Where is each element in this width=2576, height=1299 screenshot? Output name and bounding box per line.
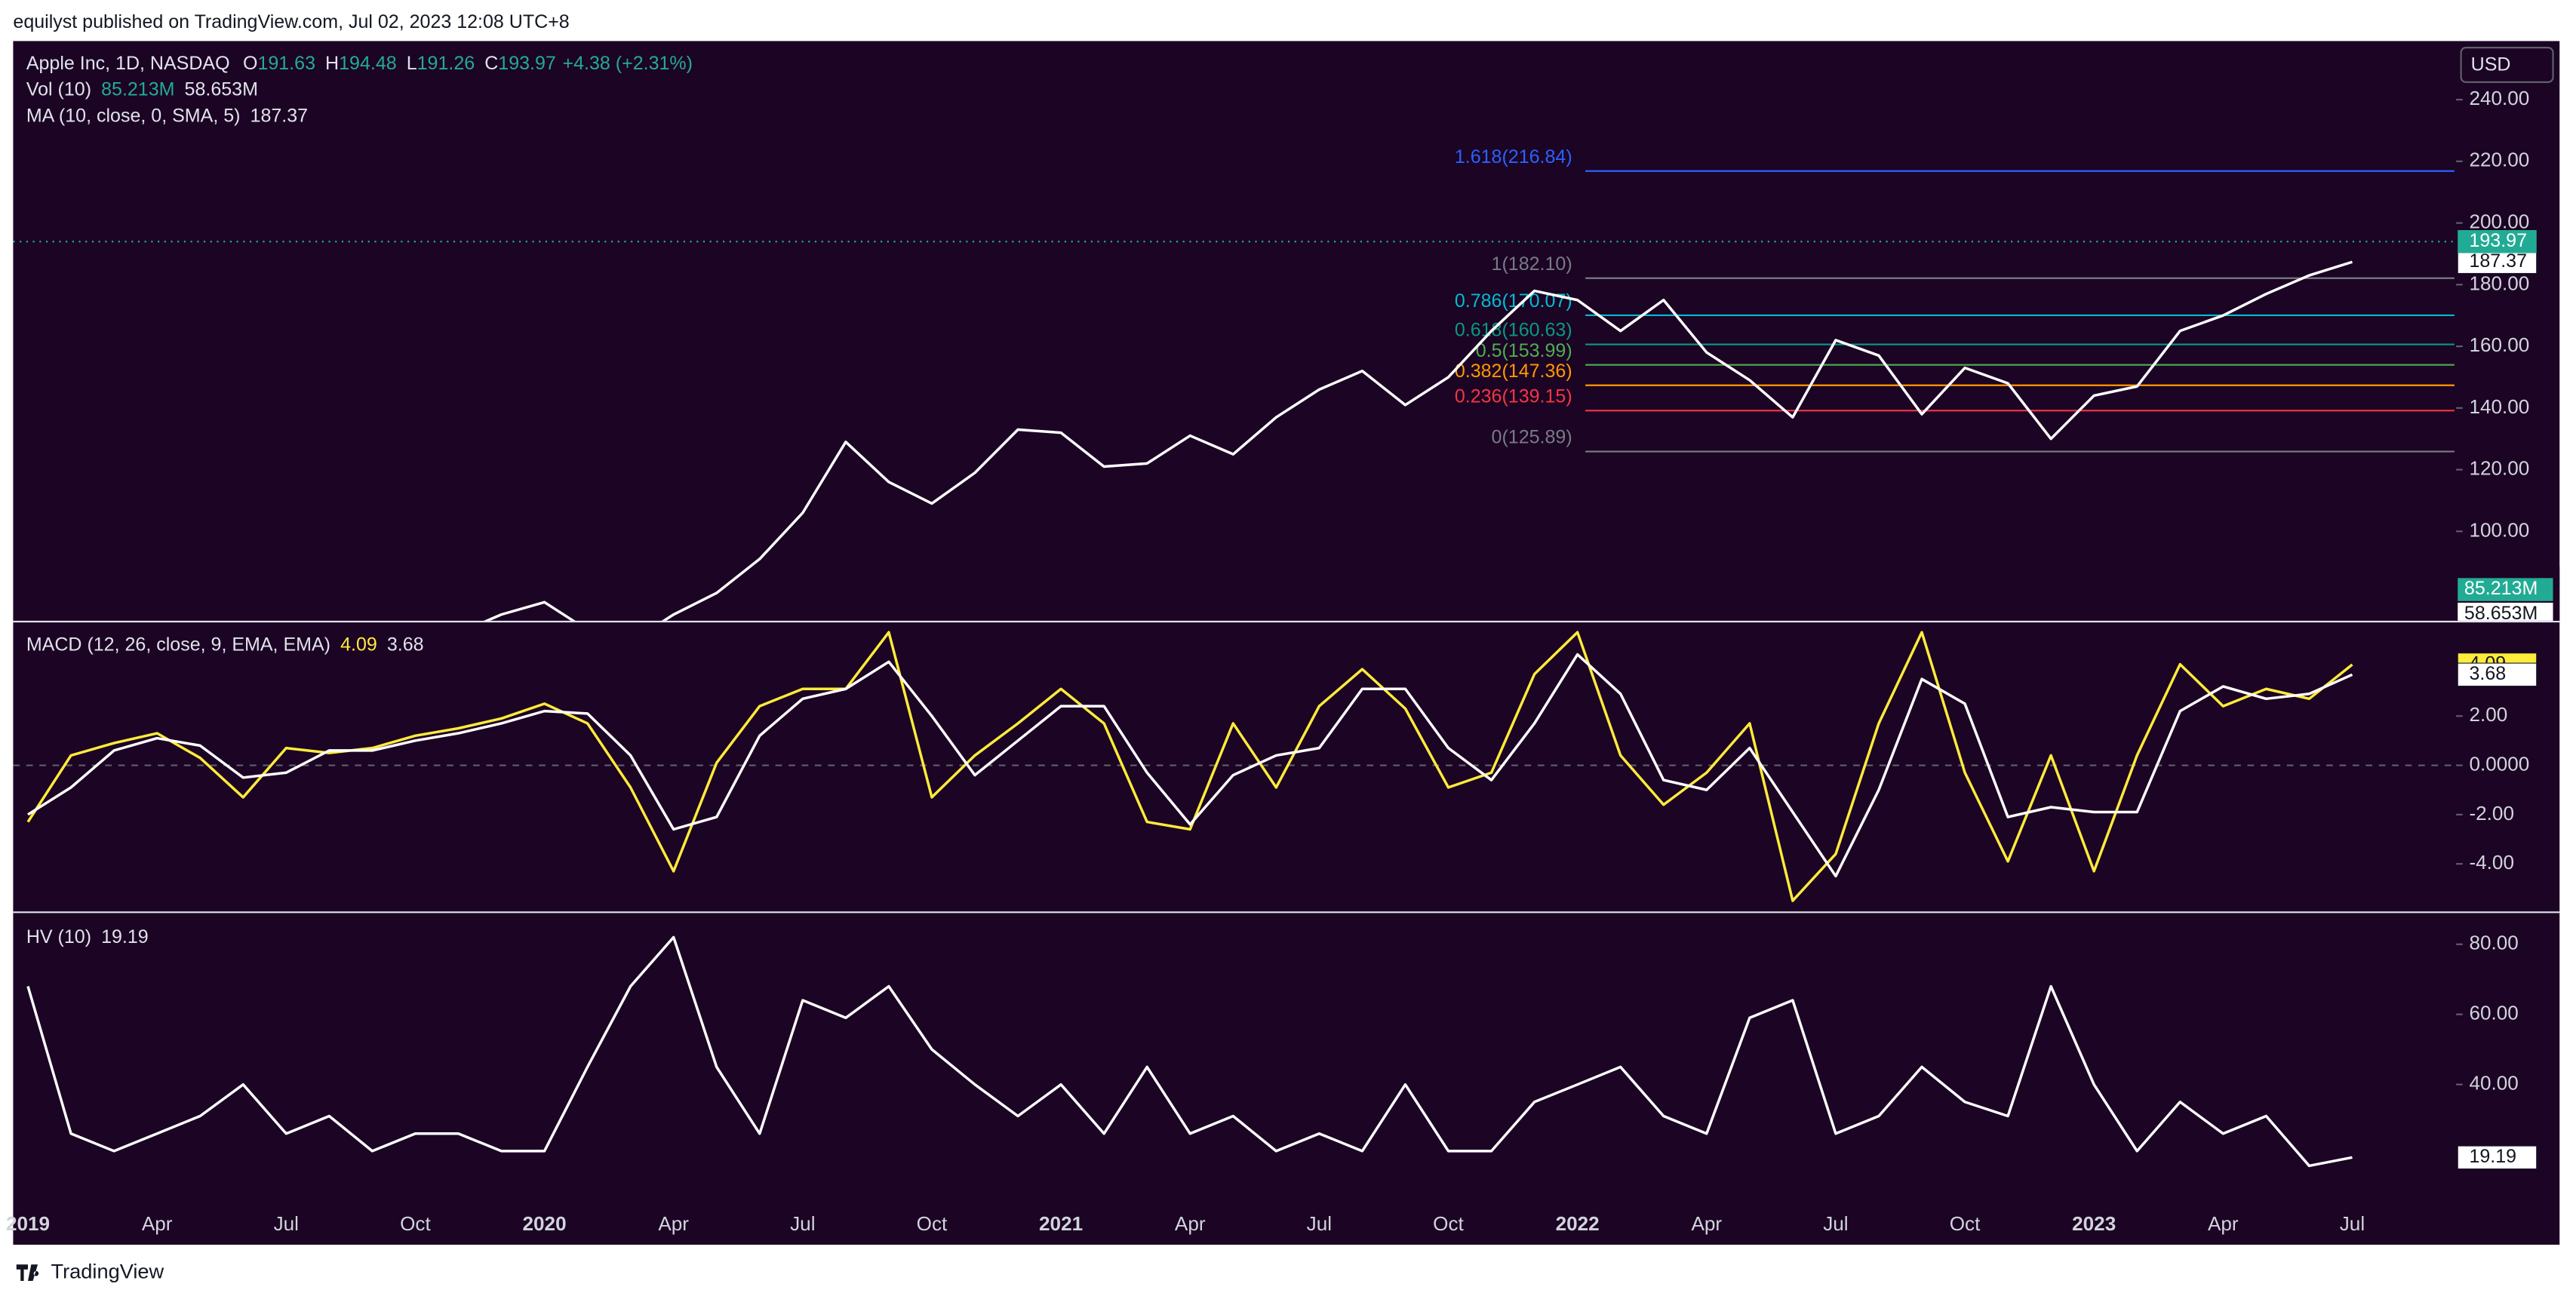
x-tick-label: Oct <box>917 1212 948 1235</box>
y-tick-label: 40.00 <box>2469 1072 2518 1095</box>
footer <box>0 1245 2576 1299</box>
x-tick-label: 2022 <box>1556 1212 1600 1235</box>
ohlc-value: 194.48 <box>339 53 397 74</box>
y-tick-label: 120.00 <box>2469 457 2529 480</box>
value-tag-label: 187.37 <box>2469 250 2527 272</box>
x-tick-label: Oct <box>1433 1212 1464 1235</box>
ohlc-value: 193.97 <box>498 53 556 74</box>
price-legend: Apple Inc, 1D, NASDAQ O191.63 H194.48 L191.… <box>26 53 693 74</box>
volume-tag <box>2458 578 2553 601</box>
value-tag-label: 19.19 <box>2469 1146 2516 1167</box>
fib-label: 1(182.10) <box>1492 253 1572 275</box>
y-tick-label: -4.00 <box>2469 851 2514 874</box>
x-tick-label: Jul <box>2340 1212 2365 1235</box>
publish-note: equilyst published on TradingView.com, J… <box>13 11 569 32</box>
ohlc-key: O <box>243 53 257 74</box>
fib-label: 1.618(216.84) <box>1455 146 1572 167</box>
series-line <box>26 631 2353 902</box>
value-tag-label: 3.68 <box>2469 663 2506 684</box>
y-tick-label: 100.00 <box>2469 518 2529 541</box>
y-tick-label: 2.00 <box>2469 703 2507 726</box>
fib-label: 0.5(153.99) <box>1476 340 1572 361</box>
ma-legend: MA (10, close, 0, SMA, 5) 187.37 <box>26 105 308 126</box>
x-tick-label: Oct <box>1950 1212 1981 1235</box>
x-tick-label: Jul <box>274 1212 299 1235</box>
y-tick-label: 80.00 <box>2469 932 2518 954</box>
x-tick-label: Apr <box>142 1212 173 1235</box>
macd-name: MACD (12, 26, close, 9, EMA, EMA) <box>26 634 330 655</box>
macd-value: 4.09 <box>340 634 377 655</box>
value-tag <box>2457 662 2538 687</box>
volume-ma-value: 58.653M <box>185 78 258 100</box>
brand: TradingView <box>51 1259 164 1282</box>
change: +4.38 (+2.31%) <box>563 53 693 74</box>
brand-logo <box>16 1264 39 1282</box>
value-tag <box>2457 1145 2538 1170</box>
x-tick-label: Apr <box>2208 1212 2239 1235</box>
volume-ma-tag <box>2458 602 2553 621</box>
chart-background <box>13 41 2560 1245</box>
hv-value: 19.19 <box>101 926 149 947</box>
x-tick-label: 2021 <box>1039 1212 1083 1235</box>
series-line <box>27 653 2353 878</box>
hv-legend: HV (10) 19.19 <box>26 926 149 947</box>
value-tag <box>2457 250 2538 275</box>
ma-name: MA (10, close, 0, SMA, 5) <box>26 105 241 126</box>
plot <box>26 631 2353 902</box>
y-tick-label: -2.00 <box>2469 802 2514 825</box>
fib-label: 0.236(139.15) <box>1455 386 1572 407</box>
fib-label: 0(125.89) <box>1492 427 1572 448</box>
x-tick-label: Apr <box>1175 1212 1206 1235</box>
x-tick-label: 2020 <box>523 1212 567 1235</box>
series-line <box>483 260 2353 621</box>
ma-value: 187.37 <box>251 105 309 126</box>
y-tick-label: 160.00 <box>2469 333 2529 356</box>
currency: USD <box>2471 54 2511 75</box>
fib-label: 0.618(160.63) <box>1455 320 1572 341</box>
x-tick-label: Apr <box>1691 1212 1722 1235</box>
ohlc-value: 191.63 <box>257 53 315 74</box>
macd-legend: MACD (12, 26, close, 9, EMA, EMA) 4.09 3.6… <box>26 634 424 655</box>
volume-ma-tag-label: 58.653M <box>2464 603 2538 624</box>
x-tick-label: Apr <box>658 1212 689 1235</box>
y-tick-label: 180.00 <box>2469 272 2529 294</box>
series-line <box>26 935 2353 1168</box>
volume-name: Vol (10) <box>26 78 91 100</box>
y-tick-label: 0.0000 <box>2469 752 2529 775</box>
signal-value: 3.68 <box>387 634 424 655</box>
volume-tag-label: 85.213M <box>2464 578 2538 599</box>
volume-legend: Vol (10) 85.213M 58.653M <box>26 78 258 100</box>
ohlc-key: H <box>325 53 339 74</box>
y-tick-label: 220.00 <box>2469 149 2529 171</box>
volume-value: 85.213M <box>101 78 174 100</box>
hv-name: HV (10) <box>26 926 91 947</box>
x-tick-label: Oct <box>400 1212 431 1235</box>
y-tick-label: 240.00 <box>2469 87 2529 109</box>
fib-label: 0.382(147.36) <box>1455 361 1572 382</box>
ohlc-key: L <box>407 53 417 74</box>
plot <box>26 935 2353 1168</box>
currency-box[interactable] <box>2460 47 2554 83</box>
ohlc-key: C <box>484 53 498 74</box>
plot <box>483 260 2353 621</box>
x-tick-label: Jul <box>790 1212 815 1235</box>
y-tick-label: 200.00 <box>2469 210 2529 233</box>
x-tick-label: Jul <box>1307 1212 1332 1235</box>
x-tick-label: Jul <box>1823 1212 1848 1235</box>
price-tag-label: 193.97 <box>2469 230 2527 251</box>
ohlc-value: 191.26 <box>417 53 475 74</box>
y-tick-label: 60.00 <box>2469 1002 2518 1024</box>
y-tick-label: 140.00 <box>2469 395 2529 418</box>
x-tick-label: 2019 <box>6 1212 50 1235</box>
fib-label: 0.786(170.07) <box>1455 290 1572 312</box>
price-tag <box>2458 230 2537 253</box>
x-tick-label: 2023 <box>2072 1212 2116 1235</box>
symbol: Apple Inc, 1D, NASDAQ <box>26 53 230 74</box>
